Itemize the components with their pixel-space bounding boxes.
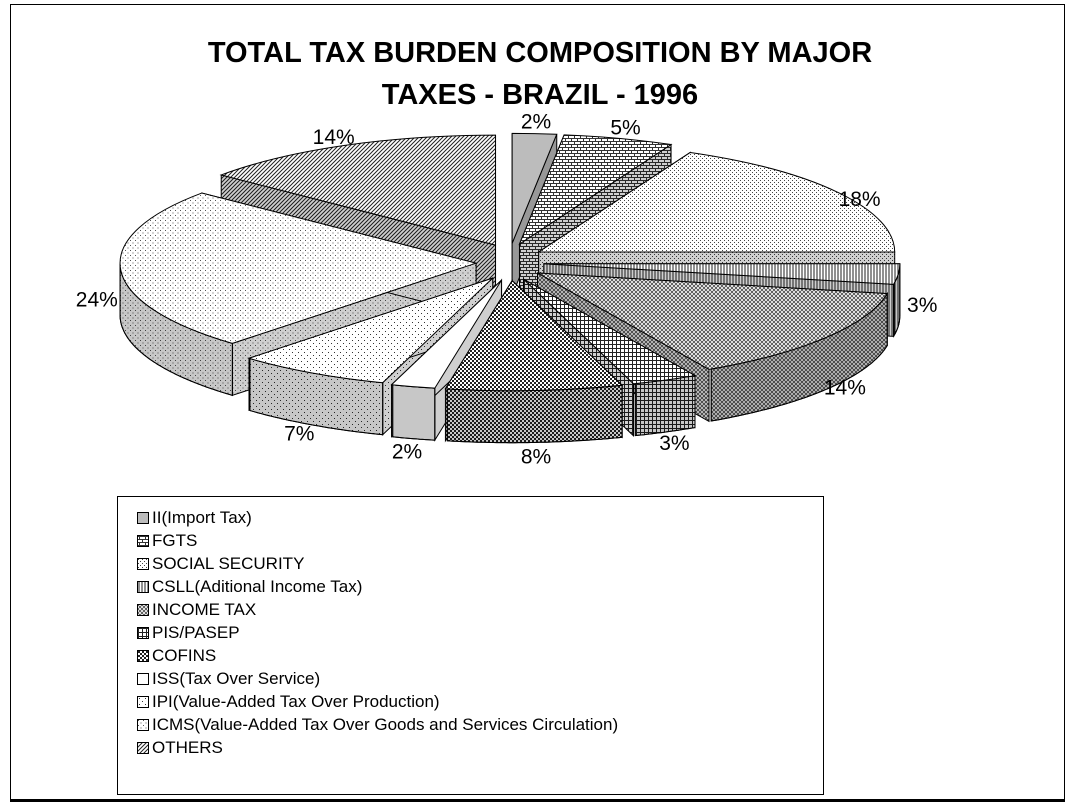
slice-value-label: 3% [907,294,937,317]
pie-chart: 2% 5% 18% 3% 14% 3% 8% 2% 7% 24% 14% [76,110,938,469]
legend-item: COFINS [137,644,823,667]
legend-item: OTHERS [137,736,823,759]
legend-label: IPI(Value-Added Tax Over Production) [152,691,440,711]
legend-label: PIS/PASEP [152,622,240,642]
legend-swatch [137,557,149,570]
legend-item: ICMS(Value-Added Tax Over Goods and Serv… [137,713,823,736]
legend-item: IPI(Value-Added Tax Over Production) [137,690,823,713]
slice-value-label: 14% [824,377,866,400]
chart-legend: II(Import Tax) FGTS SOCIAL SECURITY CSLL(Ad… [117,496,824,795]
legend-item: INCOME TAX [137,598,823,621]
legend-label: ISS(Tax Over Service) [152,668,321,688]
legend-swatch [137,718,149,731]
legend-label: SOCIAL SECURITY [152,553,305,573]
bottom-rule [10,799,1065,802]
legend-item: CSLL(Aditional Income Tax) [137,575,823,598]
legend-swatch [137,741,149,754]
legend-label: FGTS [152,530,198,550]
slice-value-label: 8% [521,446,551,469]
slice-value-label: 3% [659,432,689,455]
slice-value-label: 5% [610,117,640,140]
legend-label: COFINS [152,645,217,665]
legend-swatch [137,603,149,616]
slice-value-label: 7% [284,423,314,446]
legend-swatch [137,649,149,662]
legend-label: II(Import Tax) [152,507,252,527]
chart-frame [10,4,1065,802]
legend-swatch [137,511,149,524]
legend-swatch [137,580,149,593]
pie-slice [444,278,624,444]
legend-label: OTHERS [152,737,223,757]
legend-swatch [137,626,149,639]
legend-swatch [137,534,149,547]
legend-label: CSLL(Aditional Income Tax) [152,576,363,596]
slice-value-label: 2% [521,110,551,133]
slice-value-label: 2% [392,441,422,464]
legend-label: ICMS(Value-Added Tax Over Goods and Serv… [152,714,619,734]
legend-item: ISS(Tax Over Service) [137,667,823,690]
legend-swatch [137,672,149,685]
slice-value-label: 14% [313,126,355,149]
slice-value-label: 18% [839,188,881,211]
chart-title: TOTAL TAX BURDEN COMPOSITION BY MAJOR TA… [207,37,873,111]
legend-swatch [137,695,149,708]
legend-list: II(Import Tax) FGTS SOCIAL SECURITY CSLL(Ad… [118,497,823,759]
legend-item: PIS/PASEP [137,621,823,644]
slice-value-label: 24% [76,289,118,312]
legend-item: FGTS [137,529,823,552]
legend-item: SOCIAL SECURITY [137,552,823,575]
legend-label: INCOME TAX [152,599,257,619]
legend-item: II(Import Tax) [137,506,823,529]
